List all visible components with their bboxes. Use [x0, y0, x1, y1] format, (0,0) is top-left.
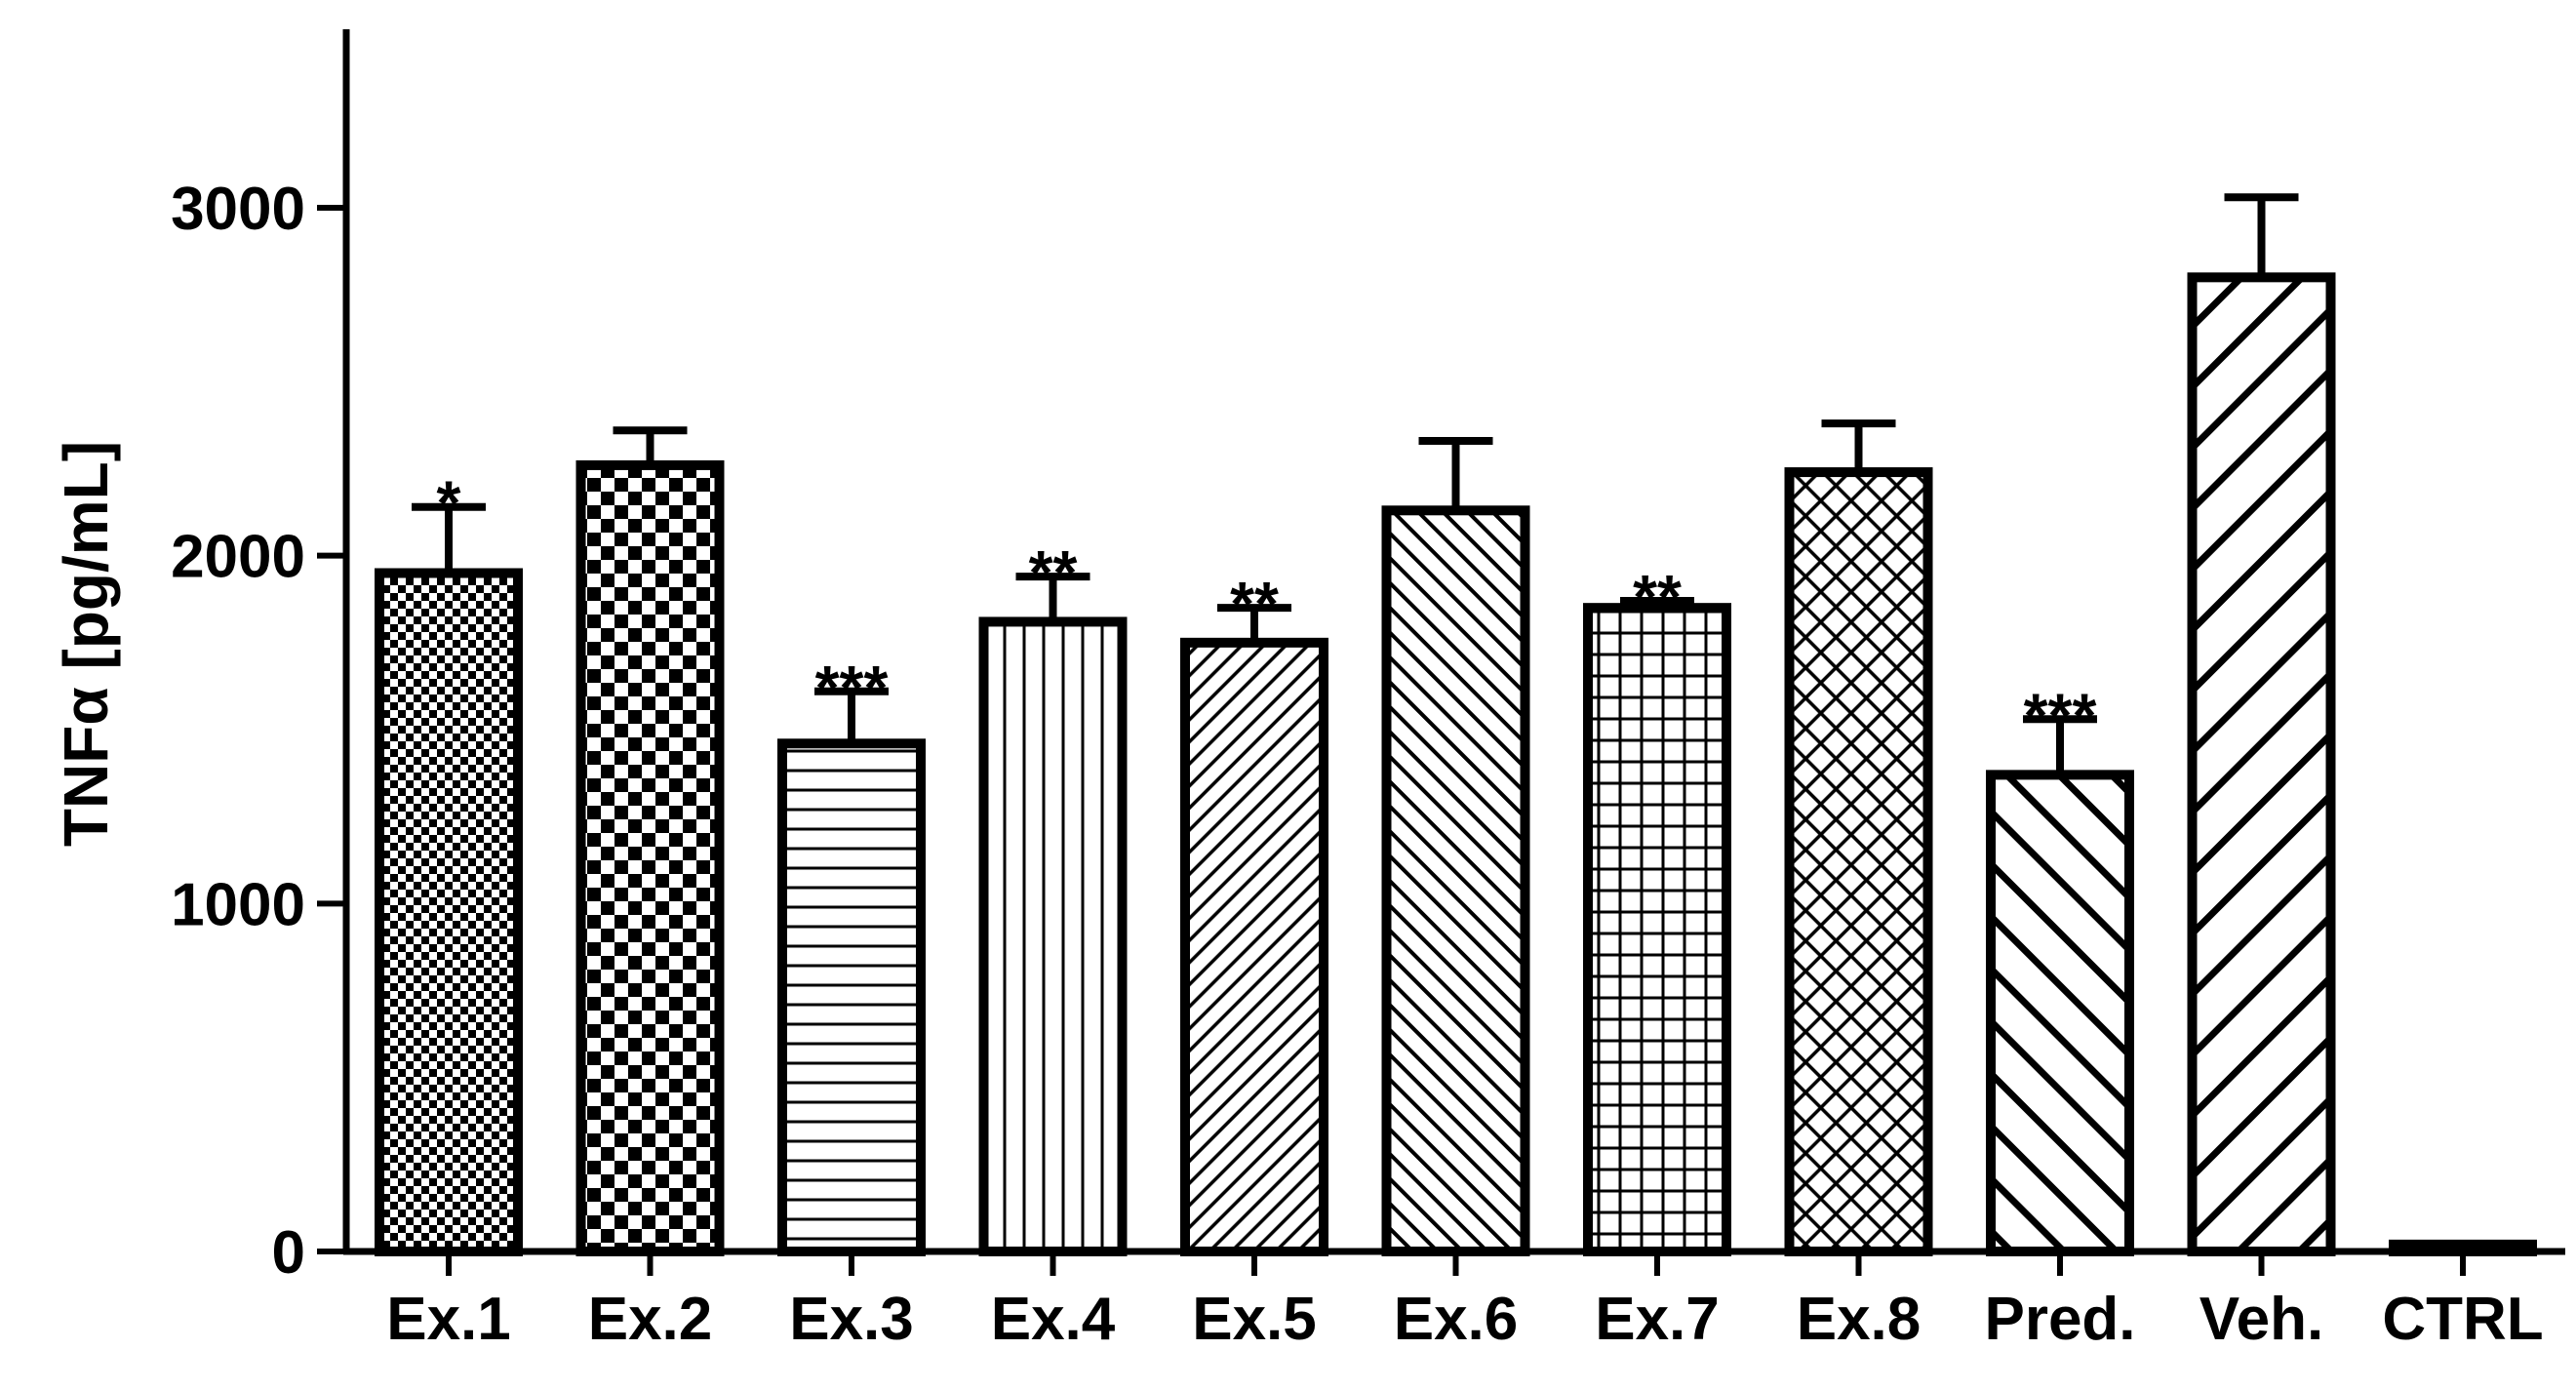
x-tick-label: Ex.1 [386, 1286, 511, 1353]
y-tick-label: 1000 [171, 871, 305, 938]
error-bar [1217, 604, 1291, 643]
bar-ex3 [777, 738, 926, 1256]
bar-ex2 [575, 459, 725, 1256]
significance-marker: *** [815, 653, 889, 723]
bar-pred [1986, 770, 2134, 1256]
significance-marker: ** [1633, 562, 1682, 632]
x-tick-label: CTRL [2382, 1286, 2543, 1353]
y-tick-label: 2000 [171, 524, 305, 591]
error-bars [412, 193, 2299, 775]
x-tick-label: Pred. [1984, 1286, 2135, 1353]
x-tick-labels: Ex.1 Ex.2 Ex.3 Ex.4 Ex.5 Ex.6 Ex.7 Ex.8 Pred. Veh… [386, 1251, 2544, 1353]
bars [375, 272, 2537, 1257]
error-bar [1620, 597, 1694, 609]
error-bar [814, 687, 889, 744]
y-tick-label: 0 [272, 1219, 305, 1287]
x-tick-label: Ex.5 [1192, 1286, 1317, 1353]
error-bar [1015, 573, 1090, 622]
significance-marker: * [437, 468, 461, 538]
bar-ex1 [375, 568, 523, 1256]
bar-ctrl [2389, 1239, 2537, 1257]
x-tick-label: Ex.7 [1595, 1286, 1720, 1353]
bar-ex5 [1180, 637, 1328, 1256]
x-tick-label: Ex.8 [1797, 1286, 1922, 1353]
error-bar [2224, 193, 2299, 278]
x-tick-label: Veh. [2200, 1286, 2324, 1353]
significance-marker: ** [1029, 537, 1078, 608]
x-tick-label: Ex.3 [789, 1286, 914, 1353]
bar-ex6 [1381, 505, 1530, 1256]
x-tick-label: Ex.2 [588, 1286, 713, 1353]
y-axis-label: TNFα [pg/mL] [51, 441, 121, 847]
x-tick-label: Ex.4 [991, 1286, 1116, 1353]
significance-marker: *** [2024, 680, 2097, 750]
y-tick-label: 3000 [171, 176, 305, 243]
x-tick-label: Ex.6 [1394, 1286, 1519, 1353]
significance-markers: ****** ** ***** [437, 468, 2097, 751]
error-bar [1821, 419, 1896, 473]
bar-ex7 [1583, 603, 1731, 1256]
bar-veh [2187, 272, 2336, 1257]
error-bar [412, 502, 486, 574]
error-bar [1418, 436, 1493, 511]
bar-ex8 [1784, 467, 1933, 1257]
bar-ex4 [978, 616, 1128, 1256]
error-bar [613, 426, 688, 465]
error-bar [2023, 715, 2097, 775]
y-ticks: 0 1000 2000 3000 [171, 176, 346, 1287]
significance-marker: ** [1230, 569, 1279, 639]
